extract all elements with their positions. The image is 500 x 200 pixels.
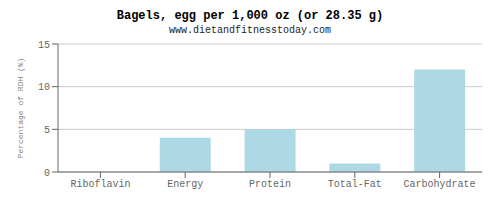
- svg-text:5: 5: [44, 125, 50, 136]
- svg-text:Protein: Protein: [249, 179, 291, 190]
- svg-text:Energy: Energy: [167, 179, 203, 190]
- svg-text:10: 10: [38, 82, 50, 93]
- svg-text:Carbohydrate: Carbohydrate: [404, 179, 476, 190]
- html-text:www.dietandfitnesstoday.com: www.dietandfitnesstoday.com: [169, 25, 331, 36]
- html-text:Bagels, egg per 1,000 oz (or 2: Bagels, egg per 1,000 oz (or 28.35 g): [116, 9, 384, 23]
- svg-text:Riboflavin: Riboflavin: [70, 179, 130, 190]
- svg-text:Total-Fat: Total-Fat: [328, 179, 382, 190]
- svg-text:Percentage of RDH (%): Percentage of RDH (%): [16, 58, 25, 159]
- svg-text:15: 15: [38, 40, 50, 51]
- svg-text:0: 0: [44, 168, 50, 179]
